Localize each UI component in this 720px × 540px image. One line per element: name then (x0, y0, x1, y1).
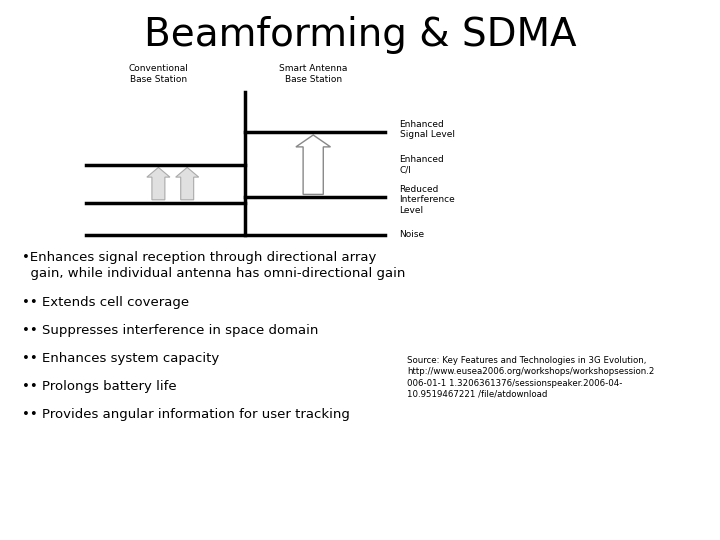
Text: Reduced
Interference
Level: Reduced Interference Level (400, 185, 455, 215)
Text: Source: Key Features and Technologies in 3G Evolution,
http://www.eusea2006.org/: Source: Key Features and Technologies in… (407, 356, 654, 399)
Text: •• Suppresses interference in space domain: •• Suppresses interference in space doma… (22, 324, 318, 337)
FancyArrow shape (147, 167, 170, 200)
FancyArrow shape (176, 167, 199, 200)
Text: Enhanced
C/I: Enhanced C/I (400, 155, 444, 174)
Text: •• Provides angular information for user tracking: •• Provides angular information for user… (22, 408, 349, 421)
Text: •Enhances signal reception through directional array
  gain, while individual an: •Enhances signal reception through direc… (22, 251, 405, 280)
Text: Enhanced
Signal Level: Enhanced Signal Level (400, 120, 454, 139)
Text: Noise: Noise (400, 231, 425, 239)
Text: Conventional
Base Station: Conventional Base Station (128, 64, 189, 84)
Text: •• Prolongs battery life: •• Prolongs battery life (22, 380, 176, 393)
Text: Smart Antenna
Base Station: Smart Antenna Base Station (279, 64, 347, 84)
FancyArrow shape (296, 135, 330, 194)
Text: •• Enhances system capacity: •• Enhances system capacity (22, 352, 219, 365)
Text: •• Extends cell coverage: •• Extends cell coverage (22, 296, 189, 309)
Text: Beamforming & SDMA: Beamforming & SDMA (144, 16, 576, 54)
